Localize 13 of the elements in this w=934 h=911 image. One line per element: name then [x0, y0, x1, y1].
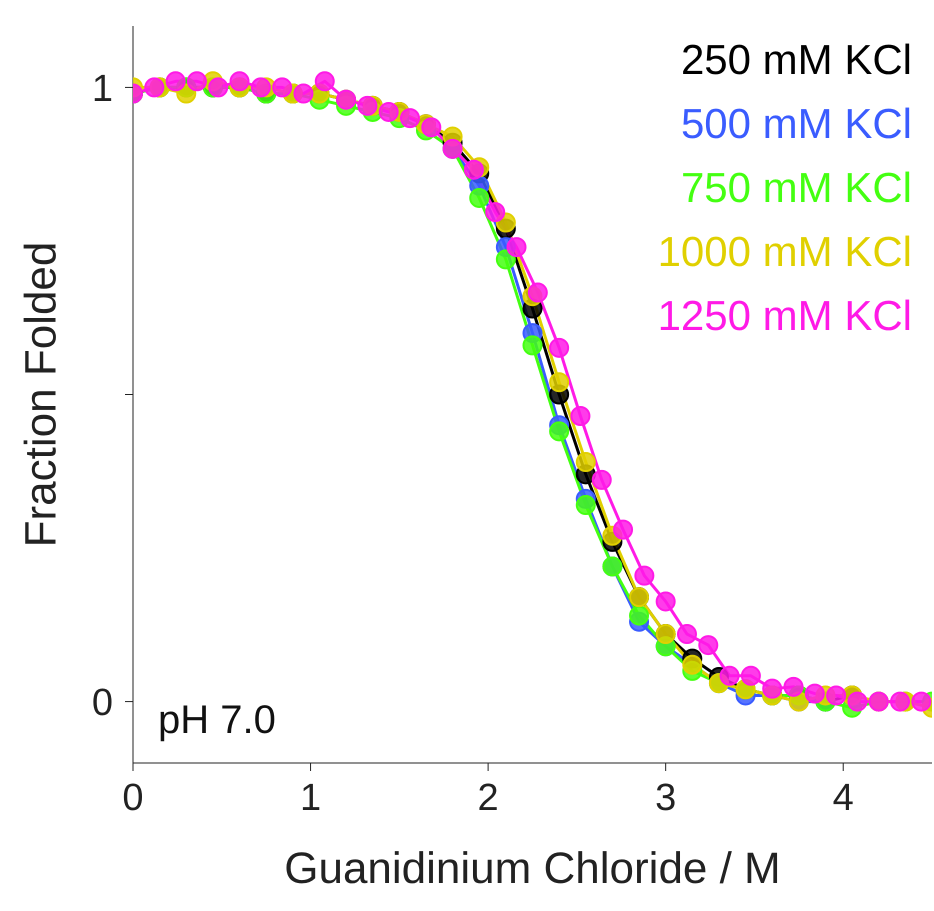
text: 250 mM KCl	[680, 35, 912, 85]
x-tick-label: 0	[122, 776, 144, 819]
x-tick-label: 4	[832, 776, 854, 819]
annotation: pH 7.0	[158, 698, 276, 743]
text: 1250 mM KCl	[658, 291, 912, 341]
x-tick-label: 1	[300, 776, 322, 819]
text: 750 mM KCl	[680, 163, 912, 213]
text: 1000 mM KCl	[658, 227, 912, 277]
y-axis-title: Fraction Folded	[16, 242, 66, 548]
x-axis-title: Guanidinium Chloride / M	[284, 844, 781, 893]
x-tick-label: 3	[655, 776, 676, 819]
text: 500 mM KCl	[680, 99, 912, 149]
x-tick-label: 2	[478, 776, 499, 819]
